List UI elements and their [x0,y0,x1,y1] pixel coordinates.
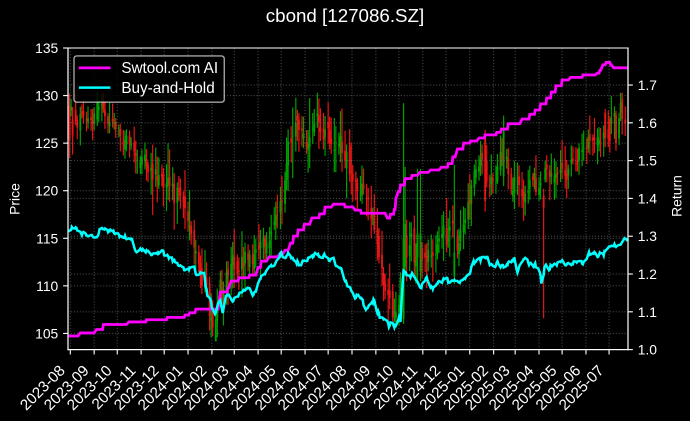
svg-text:Return: Return [669,175,685,217]
svg-text:1.5: 1.5 [638,153,658,169]
svg-text:1.1: 1.1 [638,304,658,320]
svg-text:1.2: 1.2 [638,266,658,282]
svg-text:110: 110 [36,278,58,294]
svg-text:1.3: 1.3 [638,228,658,244]
svg-text:1.4: 1.4 [638,190,658,206]
svg-text:Buy-and-Hold: Buy-and-Hold [121,80,214,97]
svg-text:Price: Price [7,183,23,215]
svg-text:130: 130 [35,88,58,104]
svg-text:120: 120 [35,183,58,199]
svg-text:cbond [127086.SZ]: cbond [127086.SZ] [266,5,424,26]
svg-text:125: 125 [35,135,58,151]
svg-text:1.6: 1.6 [638,115,658,131]
svg-text:Swtool.com AI: Swtool.com AI [121,60,218,77]
svg-text:1.7: 1.7 [638,77,658,93]
svg-text:105: 105 [35,325,58,341]
svg-text:1.0: 1.0 [638,342,658,358]
svg-text:115: 115 [36,230,58,246]
svg-text:135: 135 [35,40,58,56]
